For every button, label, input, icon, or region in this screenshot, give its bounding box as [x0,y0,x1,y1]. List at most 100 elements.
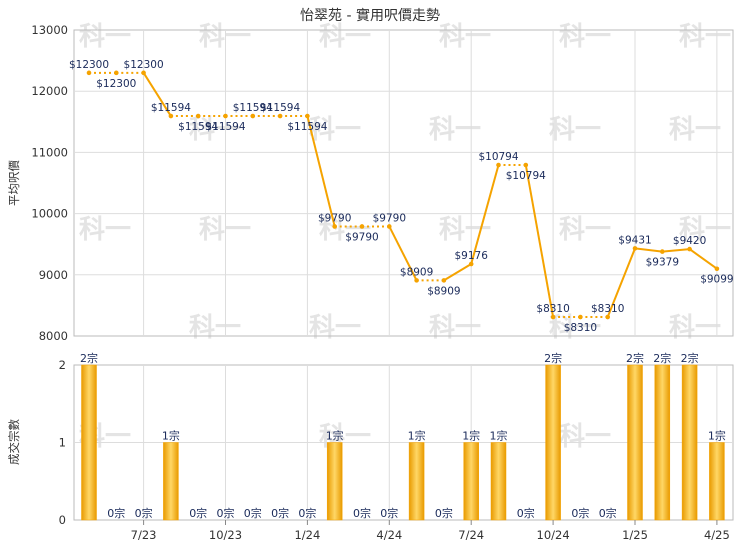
bar-value-label: 1宗 [490,429,508,443]
x-tick-label: 1/25 [622,528,648,542]
watermark-text: 科一 [309,115,361,145]
bar-value-label: 0宗 [217,506,235,520]
price-point [332,224,338,229]
price-point [632,246,638,251]
price-line-segment [142,72,172,117]
price-data-label: $11594 [151,102,191,114]
watermark-text: 科一 [309,313,361,343]
price-data-label: $11594 [260,102,300,114]
price-data-label: $8909 [427,285,460,297]
y-tick-label: 2 [59,358,66,372]
bar-value-label: 2宗 [544,351,562,365]
y-tick-label: 9000 [39,268,68,282]
line-y-axis-title: 平均呎價 [7,160,21,206]
price-line-segment [606,248,636,318]
price-point [714,266,720,272]
watermark-text: 科一 [559,422,611,452]
watermark-text: 科一 [79,215,131,245]
watermark-text: 科一 [189,115,241,145]
price-line-segment [470,164,500,265]
bar-value-label: 0宗 [353,506,371,520]
bar [463,442,479,521]
bar-value-label: 1宗 [162,429,180,443]
y-tick-label: 13000 [31,23,68,37]
price-data-label: $9099 [700,274,733,286]
bar [654,364,671,521]
bar-y-axis-title: 成交宗數 [7,419,21,465]
x-tick-label: 10/23 [209,528,242,542]
watermark-text: 科一 [679,215,731,245]
x-tick-label: 4/25 [704,528,730,542]
watermark-text: 科一 [429,313,481,343]
price-data-label: $8310 [591,303,624,315]
price-point [578,314,583,320]
line-layer [86,70,720,320]
price-data-label: $8310 [536,303,569,315]
price-point [168,113,174,119]
price-point [660,249,665,254]
y-tick-label: 10000 [31,207,68,221]
watermark-text: 科一 [189,313,241,343]
price-line-segment [306,115,336,227]
y-tick-label: 0 [59,513,66,527]
line-plot-area [73,29,734,337]
price-data-label: $9790 [318,212,351,224]
price-point [250,113,256,119]
bar [163,442,179,521]
bar-layer [81,364,725,521]
bar [627,364,643,521]
price-point [387,224,392,229]
price-data-label: $11594 [233,102,273,114]
watermark-text: 科一 [439,22,491,52]
bar-value-label: 0宗 [599,506,617,520]
chart-title: 怡翠苑 - 實用呎價走勢 [300,7,440,24]
x-tick-label: 7/23 [131,528,157,542]
price-data-label: $8310 [564,322,597,334]
bar-value-label: 0宗 [271,506,289,520]
bar-value-label: 1宗 [462,429,480,443]
axis-layer: 8000 9000 10000 11000 12000 13000 0 1 2 7/23 10/23… [31,23,729,542]
watermark-text: 科一 [429,115,481,145]
bar-value-label: 1宗 [408,429,426,443]
bar-value-label: 0宗 [435,506,453,520]
bar-value-label: 1宗 [326,429,344,443]
price-data-label: $11594 [205,121,245,133]
price-point [359,224,365,229]
bar [326,442,343,521]
y-tick-label: 12000 [31,84,68,98]
watermark-text: 科一 [549,115,601,145]
price-data-label: $10794 [478,151,518,163]
price-data-label: $9790 [345,231,378,243]
price-point [414,278,419,283]
price-data-label: $9431 [618,234,651,246]
bar-value-label: 0宗 [189,506,207,520]
bar-value-label: 2宗 [80,351,98,365]
bar [709,442,725,521]
bar [545,364,561,521]
price-point [687,246,692,252]
price-point [496,162,501,168]
y-tick-label: 11000 [31,145,68,159]
price-data-label: $11594 [287,121,327,133]
bar-value-label: 0宗 [298,506,316,520]
price-data-label: $9379 [646,257,679,269]
price-data-label: $10794 [506,170,546,182]
bar [490,442,507,521]
price-point [114,70,119,76]
bar-value-label: 0宗 [571,506,589,520]
price-point [523,162,529,168]
bar-value-label: 0宗 [380,506,398,520]
watermark-text: 科一 [319,215,371,245]
price-point [468,261,474,267]
price-data-label: $12300 [69,59,109,71]
x-tick-label: 7/24 [458,528,484,542]
price-point [605,314,610,320]
price-data-label: $9420 [673,235,706,247]
watermark-text: 科一 [319,22,371,52]
bar-value-label: 1宗 [708,429,726,443]
price-line-segment [634,247,663,253]
bar-value-label: 2宗 [653,351,671,365]
price-point [305,113,310,119]
watermark-text: 科一 [559,215,611,245]
